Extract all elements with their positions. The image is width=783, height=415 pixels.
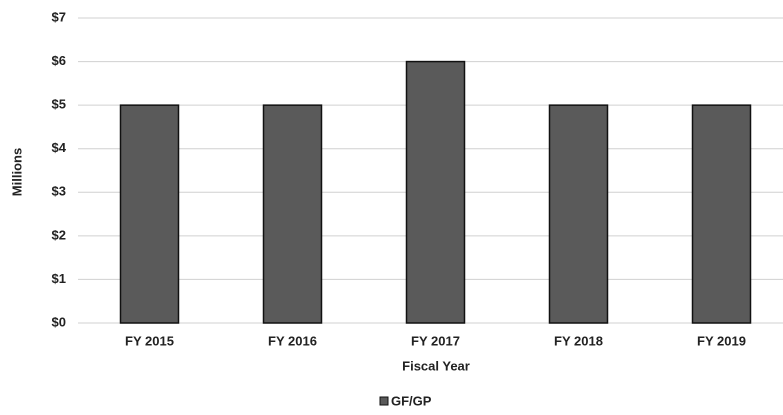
x-axis-label: Fiscal Year [402, 358, 470, 373]
y-tick-label: $6 [52, 53, 66, 68]
x-tick-label: FY 2018 [554, 333, 603, 348]
x-tick-label: FY 2019 [697, 333, 746, 348]
y-tick-label: $3 [52, 184, 66, 199]
y-tick-label: $0 [52, 314, 66, 329]
bar [691, 104, 752, 324]
x-tick-label: FY 2017 [411, 333, 460, 348]
legend-swatch [379, 396, 389, 406]
y-tick-label: $7 [52, 9, 66, 24]
y-tick-label: $5 [52, 97, 66, 112]
x-tick-label: FY 2015 [125, 333, 174, 348]
bar [119, 104, 180, 324]
bar [548, 104, 609, 324]
y-tick-label: $1 [52, 271, 66, 286]
legend-label: GF/GP [391, 393, 432, 408]
bar [262, 104, 323, 324]
y-axis-label: Millions [9, 148, 24, 196]
x-tick-label: FY 2016 [268, 333, 317, 348]
y-tick-label: $2 [52, 227, 66, 242]
bar [405, 60, 466, 324]
y-tick-label: $4 [52, 140, 67, 155]
